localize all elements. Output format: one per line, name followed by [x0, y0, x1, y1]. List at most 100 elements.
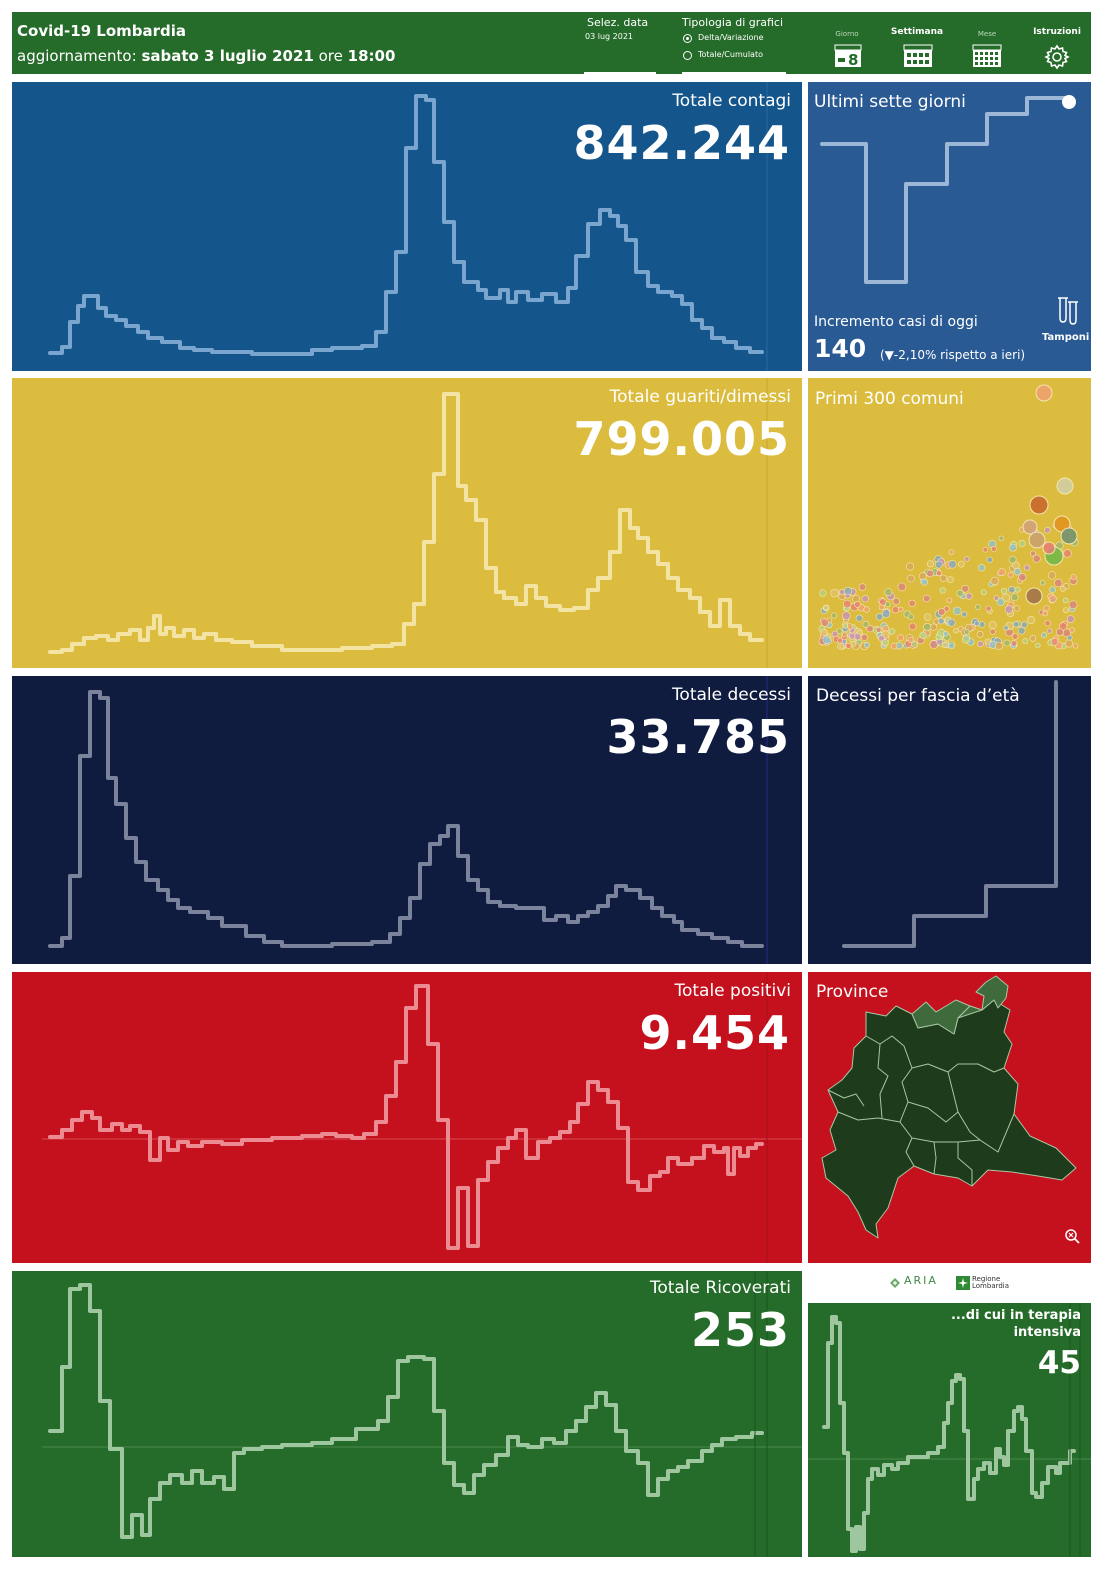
comune-bubble[interactable]	[961, 584, 969, 593]
comune-bubble[interactable]	[1008, 555, 1017, 564]
nav-settimana-button[interactable]	[903, 42, 933, 68]
radio-totale[interactable]	[683, 51, 692, 60]
comune-bubble[interactable]	[988, 621, 997, 629]
panel-positivi[interactable]: Totale positivi 9.454	[12, 972, 802, 1263]
comune-bubble[interactable]	[953, 606, 962, 616]
panel-province[interactable]: Province	[808, 972, 1091, 1263]
comune-bubble[interactable]	[820, 628, 828, 636]
comune-bubble[interactable]	[948, 549, 955, 555]
comune-bubble[interactable]	[923, 613, 932, 621]
comune-bubble[interactable]	[897, 582, 907, 592]
comune-bubble[interactable]	[953, 628, 959, 634]
comune-bubble[interactable]	[1035, 642, 1041, 649]
comune-bubble[interactable]	[926, 569, 934, 578]
comune-bubble-large[interactable]	[1022, 519, 1038, 535]
comune-bubble[interactable]	[1022, 638, 1029, 645]
comune-bubble[interactable]	[888, 628, 896, 635]
comune-bubble[interactable]	[937, 608, 946, 616]
comune-bubble[interactable]	[1003, 625, 1009, 631]
comune-bubble[interactable]	[884, 588, 893, 597]
comune-bubble[interactable]	[964, 556, 970, 562]
comune-bubble[interactable]	[1055, 628, 1064, 636]
comune-bubble[interactable]	[863, 606, 870, 613]
comune-bubble[interactable]	[823, 605, 829, 611]
comune-bubble[interactable]	[1041, 632, 1047, 639]
comune-bubble[interactable]	[990, 545, 997, 552]
comune-bubble[interactable]	[830, 612, 837, 619]
comune-bubble[interactable]	[908, 599, 916, 607]
comune-bubble[interactable]	[1003, 639, 1011, 647]
comune-bubble[interactable]	[975, 604, 981, 610]
comune-bubble-large[interactable]	[1028, 531, 1046, 549]
comune-bubble[interactable]	[956, 589, 964, 597]
comune-bubble[interactable]	[1013, 605, 1020, 612]
comune-bubble[interactable]	[1044, 526, 1051, 534]
comune-bubble[interactable]	[907, 613, 914, 620]
comune-bubble[interactable]	[897, 634, 905, 642]
comune-bubble[interactable]	[961, 611, 968, 618]
comune-bubble[interactable]	[1060, 585, 1066, 592]
comune-bubble[interactable]	[1007, 571, 1014, 578]
comune-bubble[interactable]	[854, 601, 861, 608]
comune-bubble[interactable]	[1029, 634, 1037, 642]
comune-bubble[interactable]	[1062, 628, 1071, 638]
comune-bubble[interactable]	[1030, 550, 1036, 557]
comune-bubble[interactable]	[862, 620, 870, 628]
comune-bubble[interactable]	[1018, 540, 1026, 548]
comune-bubble[interactable]	[837, 642, 845, 650]
comune-bubble[interactable]	[830, 588, 840, 598]
comune-bubble[interactable]	[1001, 593, 1011, 602]
comune-bubble[interactable]	[1009, 543, 1017, 552]
comune-bubble[interactable]	[1048, 594, 1057, 603]
comune-bubble[interactable]	[1049, 586, 1056, 593]
panel-primi-300-comuni[interactable]: Primi 300 comuni	[808, 378, 1091, 668]
comune-bubble[interactable]	[891, 606, 900, 614]
comune-bubble[interactable]	[977, 640, 984, 648]
panel-decessi[interactable]: Totale decessi 33.785	[12, 676, 802, 964]
comune-bubble[interactable]	[993, 595, 1000, 601]
comune-bubble[interactable]	[948, 642, 955, 650]
comune-bubble[interactable]	[1062, 597, 1069, 604]
comune-bubble[interactable]	[884, 601, 891, 608]
comune-bubble[interactable]	[948, 560, 957, 569]
nav-mese-button[interactable]	[972, 42, 1002, 68]
comune-bubble[interactable]	[842, 623, 849, 629]
comune-bubble[interactable]	[1013, 567, 1022, 576]
comune-bubble[interactable]	[921, 578, 928, 586]
comune-bubble[interactable]	[1004, 605, 1014, 614]
comune-bubble[interactable]	[998, 568, 1006, 577]
comune-bubble[interactable]	[1014, 586, 1021, 593]
comune-bubble[interactable]	[861, 595, 869, 603]
comune-bubble[interactable]	[986, 556, 993, 563]
comune-bubble[interactable]	[907, 574, 915, 583]
comune-bubble[interactable]	[980, 589, 987, 596]
comune-bubble[interactable]	[943, 605, 950, 612]
comune-bubble[interactable]	[929, 623, 938, 631]
comune-bubble[interactable]	[1011, 633, 1019, 640]
comune-bubble[interactable]	[990, 576, 999, 586]
zoom-reset-button[interactable]	[1064, 1228, 1080, 1244]
comune-bubble[interactable]	[1008, 586, 1016, 594]
comune-bubble[interactable]	[994, 641, 1003, 650]
comune-bubble[interactable]	[1042, 610, 1048, 617]
comune-bubble[interactable]	[853, 632, 862, 641]
comune-bubble[interactable]	[1048, 571, 1057, 580]
comune-bubble[interactable]	[947, 618, 956, 627]
comune-bubble-large[interactable]	[1042, 541, 1056, 555]
comune-bubble[interactable]	[919, 631, 927, 639]
date-selector-value[interactable]: 03 lug 2021	[585, 32, 633, 41]
comune-bubble[interactable]	[982, 546, 989, 553]
radio-delta[interactable]	[683, 34, 692, 43]
comune-bubble[interactable]	[923, 623, 932, 632]
comune-bubble[interactable]	[1032, 554, 1041, 563]
comune-bubble[interactable]	[1010, 593, 1019, 602]
comune-bubble[interactable]	[1050, 637, 1059, 646]
comune-bubble[interactable]	[1044, 620, 1051, 627]
comune-bubble[interactable]	[875, 627, 882, 633]
comune-bubble[interactable]	[911, 640, 918, 648]
comune-bubble[interactable]	[957, 560, 965, 568]
panel-decessi-fascia-eta[interactable]: Decessi per fascia d’età	[808, 676, 1091, 964]
comune-bubble[interactable]	[935, 560, 943, 569]
comune-bubble[interactable]	[1023, 564, 1030, 571]
comune-bubble[interactable]	[974, 620, 980, 627]
